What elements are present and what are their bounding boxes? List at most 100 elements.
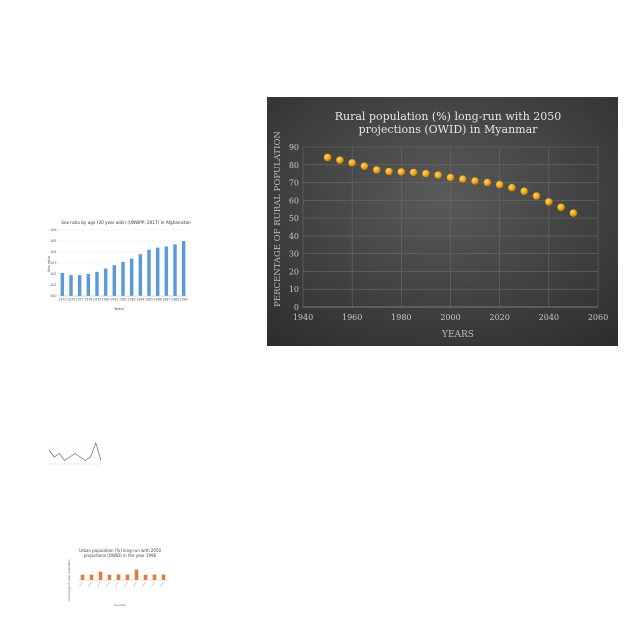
x-tick-label: 1940 bbox=[293, 313, 313, 322]
y-axis-label: PERCENTAGE OF RURAL POPULATION bbox=[273, 131, 283, 307]
bar bbox=[77, 275, 82, 296]
x-tick-label bbox=[97, 581, 101, 588]
urban-population-chart-panel: Urban population (%) long-run with 2050 … bbox=[64, 544, 172, 608]
x-tick-label: 1980 bbox=[102, 298, 110, 302]
bar bbox=[80, 574, 85, 580]
bar bbox=[112, 265, 117, 296]
x-tick-label: 1979 bbox=[93, 298, 101, 302]
x-tick-label: 1977 bbox=[76, 298, 84, 302]
x-tick-label bbox=[124, 581, 128, 588]
x-tick-label: 1989 bbox=[180, 298, 188, 302]
chart-title: Sex ratio by age (20 year olds) (UNWPP, … bbox=[61, 220, 191, 225]
x-tick-label bbox=[79, 581, 83, 588]
x-tick-label: 1988 bbox=[171, 298, 179, 302]
chart-title-line2: projections (OWID) in Myanmar bbox=[359, 123, 539, 136]
chart-background bbox=[267, 97, 618, 346]
x-tick-label bbox=[160, 581, 164, 588]
x-tick-label: 1986 bbox=[154, 298, 162, 302]
x-tick-label bbox=[88, 581, 92, 588]
y-tick-label: 60 bbox=[289, 196, 299, 205]
y-tick-label: 101 bbox=[50, 283, 56, 287]
bar bbox=[155, 247, 160, 296]
x-tick-label: 1975 bbox=[58, 298, 66, 302]
data-point bbox=[495, 180, 504, 189]
bar bbox=[173, 244, 177, 296]
series-line bbox=[48, 441, 102, 461]
x-axis-label: Country bbox=[114, 603, 126, 607]
data-point bbox=[409, 168, 418, 177]
y-tick-label: 106 bbox=[50, 228, 56, 232]
data-point bbox=[532, 191, 541, 201]
small-line-chart bbox=[48, 441, 102, 465]
bar bbox=[152, 574, 157, 580]
bar bbox=[103, 268, 108, 296]
bar bbox=[95, 271, 99, 296]
bar bbox=[164, 246, 169, 296]
x-axis-label: YEARS bbox=[441, 330, 474, 340]
x-tick-label: 1983 bbox=[128, 298, 136, 302]
data-point bbox=[384, 167, 394, 176]
data-point bbox=[483, 178, 492, 187]
bar bbox=[147, 249, 151, 296]
y-tick-label: 104 bbox=[50, 250, 56, 254]
x-tick-label bbox=[133, 581, 137, 588]
x-tick-label bbox=[115, 581, 119, 588]
sex-ratio-chart: Sex ratio by age (20 year olds) (UNWPP, … bbox=[47, 220, 191, 311]
y-tick-label: 10 bbox=[289, 285, 299, 294]
rural-population-chart-panel: Rural population (%) long-run with 2050 … bbox=[267, 97, 618, 346]
bar bbox=[181, 241, 186, 296]
y-tick-label: 40 bbox=[289, 232, 299, 241]
y-tick-label: 70 bbox=[289, 179, 299, 188]
bar bbox=[134, 569, 139, 580]
data-point bbox=[544, 197, 553, 207]
x-tick-label: 1978 bbox=[84, 298, 92, 302]
x-tick-label: 1984 bbox=[136, 298, 144, 302]
data-point bbox=[520, 187, 529, 196]
bar bbox=[125, 574, 130, 580]
bar bbox=[98, 571, 103, 580]
data-point bbox=[397, 167, 406, 176]
data-point bbox=[360, 162, 369, 171]
data-point bbox=[335, 156, 344, 165]
x-tick-label: 1960 bbox=[342, 313, 362, 322]
y-tick-label: 0 bbox=[294, 303, 299, 312]
y-tick-label: 80 bbox=[289, 161, 299, 170]
bar bbox=[69, 275, 73, 296]
bar bbox=[116, 574, 121, 580]
data-point bbox=[569, 209, 578, 218]
x-tick-label: 1980 bbox=[391, 313, 411, 322]
y-axis-label: Percentage of urban population bbox=[67, 559, 71, 600]
data-point bbox=[446, 173, 455, 182]
urban-population-chart: Urban population (%) long-run with 2050 … bbox=[67, 548, 168, 607]
data-point bbox=[458, 175, 467, 184]
x-tick-label: 1987 bbox=[162, 298, 170, 302]
chart-title-line1: Urban population (%) long-run with 2050 bbox=[79, 548, 162, 553]
bar bbox=[60, 272, 65, 296]
y-tick-label: 102 bbox=[50, 272, 56, 276]
x-tick-label: 2060 bbox=[588, 313, 608, 322]
sex-ratio-chart-panel: Sex ratio by age (20 year olds) (UNWPP, … bbox=[44, 214, 194, 314]
rural-population-chart: Rural population (%) long-run with 2050 … bbox=[267, 97, 618, 346]
bar bbox=[138, 254, 143, 296]
bar bbox=[86, 274, 91, 296]
data-point bbox=[470, 176, 480, 186]
y-tick-label: 90 bbox=[289, 143, 299, 152]
data-point bbox=[323, 153, 332, 162]
x-tick-label: 2000 bbox=[440, 313, 460, 322]
bar bbox=[89, 574, 94, 580]
x-tick-label: 1976 bbox=[67, 298, 75, 302]
bar bbox=[129, 258, 134, 296]
y-tick-label: 20 bbox=[289, 267, 299, 276]
x-tick-label bbox=[106, 581, 110, 588]
chart-title-line1: Rural population (%) long-run with 2050 bbox=[335, 110, 562, 123]
data-point bbox=[421, 169, 431, 178]
x-axis-label: Years bbox=[114, 306, 124, 311]
x-tick-label bbox=[151, 581, 155, 588]
y-tick-label: 30 bbox=[289, 250, 299, 259]
x-tick-label: 1982 bbox=[119, 298, 127, 302]
data-point bbox=[557, 203, 566, 212]
y-axis-label: Sex ratio bbox=[47, 256, 51, 272]
y-tick-label: 103 bbox=[50, 261, 56, 265]
chart-title-line2: projections (OWID) in the year 1996 bbox=[84, 553, 157, 558]
x-tick-label: 2020 bbox=[489, 313, 509, 322]
